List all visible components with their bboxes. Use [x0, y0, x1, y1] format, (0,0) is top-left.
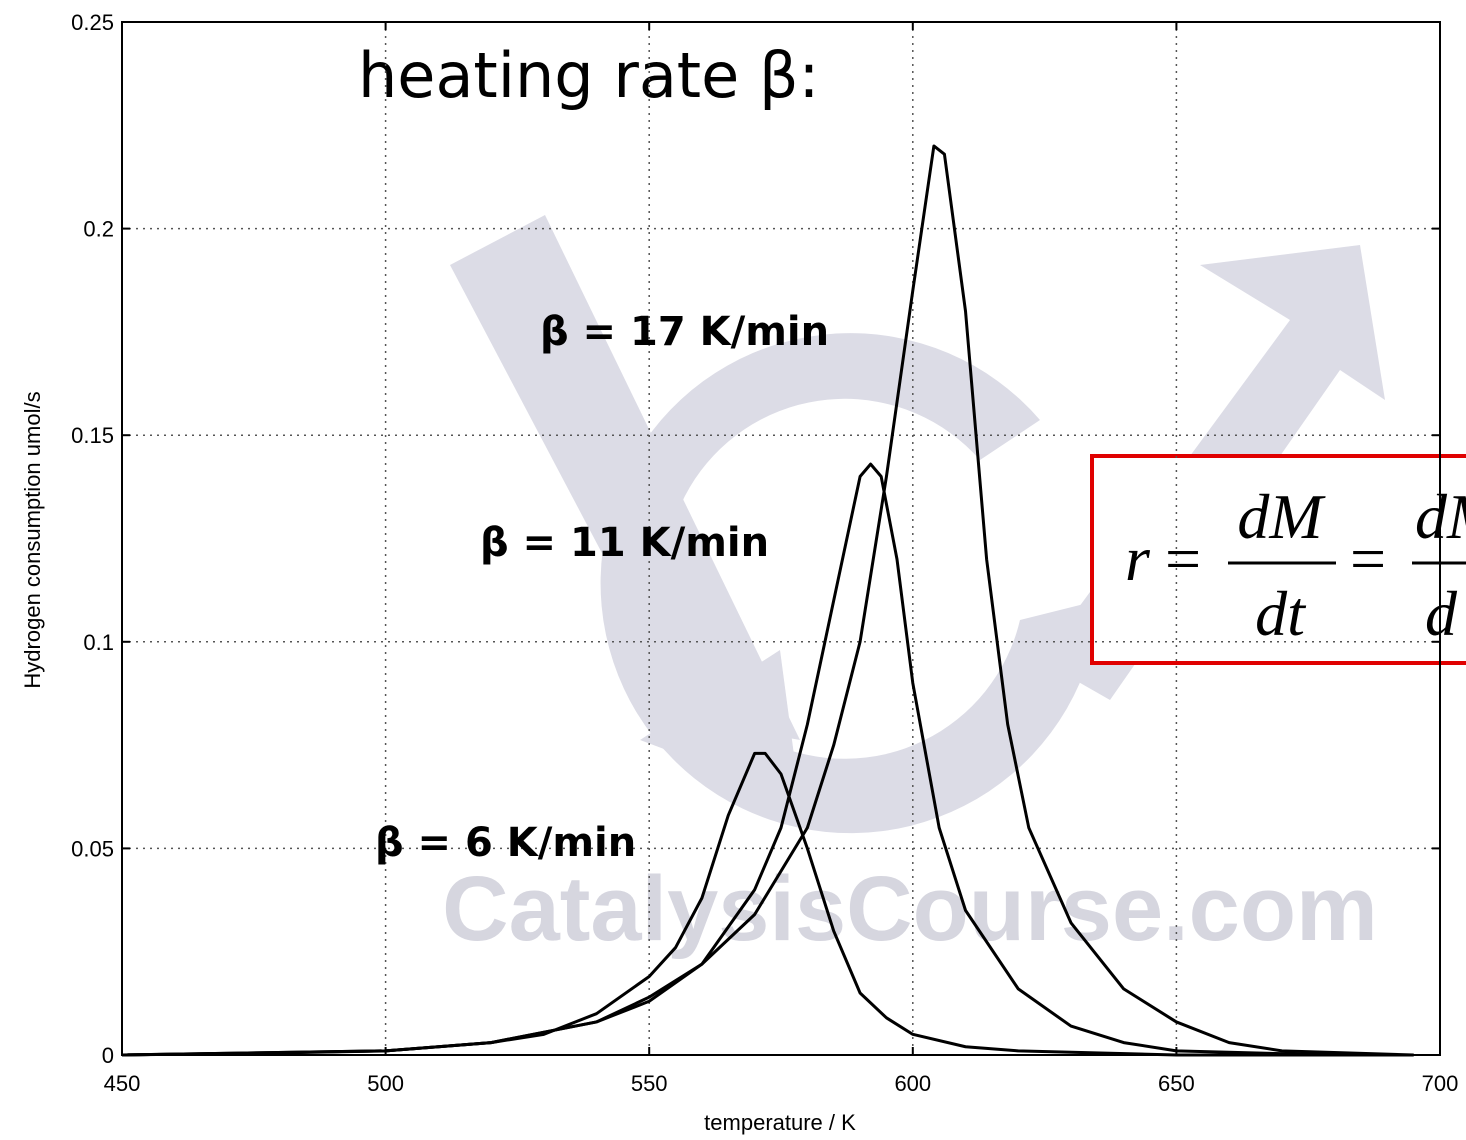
y-tick-label: 0.25 [71, 10, 114, 35]
formula-equals: = [1165, 523, 1201, 594]
formula-text: dM [1237, 481, 1326, 552]
x-tick-label: 700 [1422, 1071, 1459, 1096]
x-tick-label: 650 [1158, 1071, 1195, 1096]
formula-text: dt [1255, 578, 1307, 649]
series-label: β = 17 K/min [540, 309, 829, 355]
series-line [121, 462, 1414, 1057]
x-tick-label: 600 [894, 1071, 931, 1096]
x-tick-label: 550 [631, 1071, 668, 1096]
x-tick-label: 500 [367, 1071, 404, 1096]
y-axis-label: Hydrogen consumption umol/s [20, 391, 45, 688]
x-axis-label: temperature / K [704, 1110, 856, 1135]
logo-ring [600, 333, 1100, 834]
series-label: β = 11 K/min [480, 520, 769, 566]
formula-text: d [1425, 578, 1458, 649]
watermark: CatalysisCourse.com [442, 858, 1378, 960]
series-line [121, 144, 1414, 1057]
y-tick-label: 0.05 [71, 836, 114, 861]
formula-frame [1090, 454, 1466, 665]
x-tick-label: 450 [104, 1071, 141, 1096]
formula-equals: = [1350, 523, 1386, 594]
chart-title: heating rate β: [358, 39, 819, 112]
y-tick-label: 0 [102, 1043, 114, 1068]
series-label: β = 6 K/min [375, 820, 636, 866]
series-line [121, 751, 1388, 1057]
formula-box: r = dM dt = dM d [1090, 454, 1466, 665]
y-tick-label: 0.1 [83, 630, 114, 655]
y-tick-label: 0.15 [71, 423, 114, 448]
y-tick-label: 0.2 [83, 217, 114, 242]
formula-text: r [1125, 523, 1151, 594]
plot-frame [121, 21, 1441, 1056]
